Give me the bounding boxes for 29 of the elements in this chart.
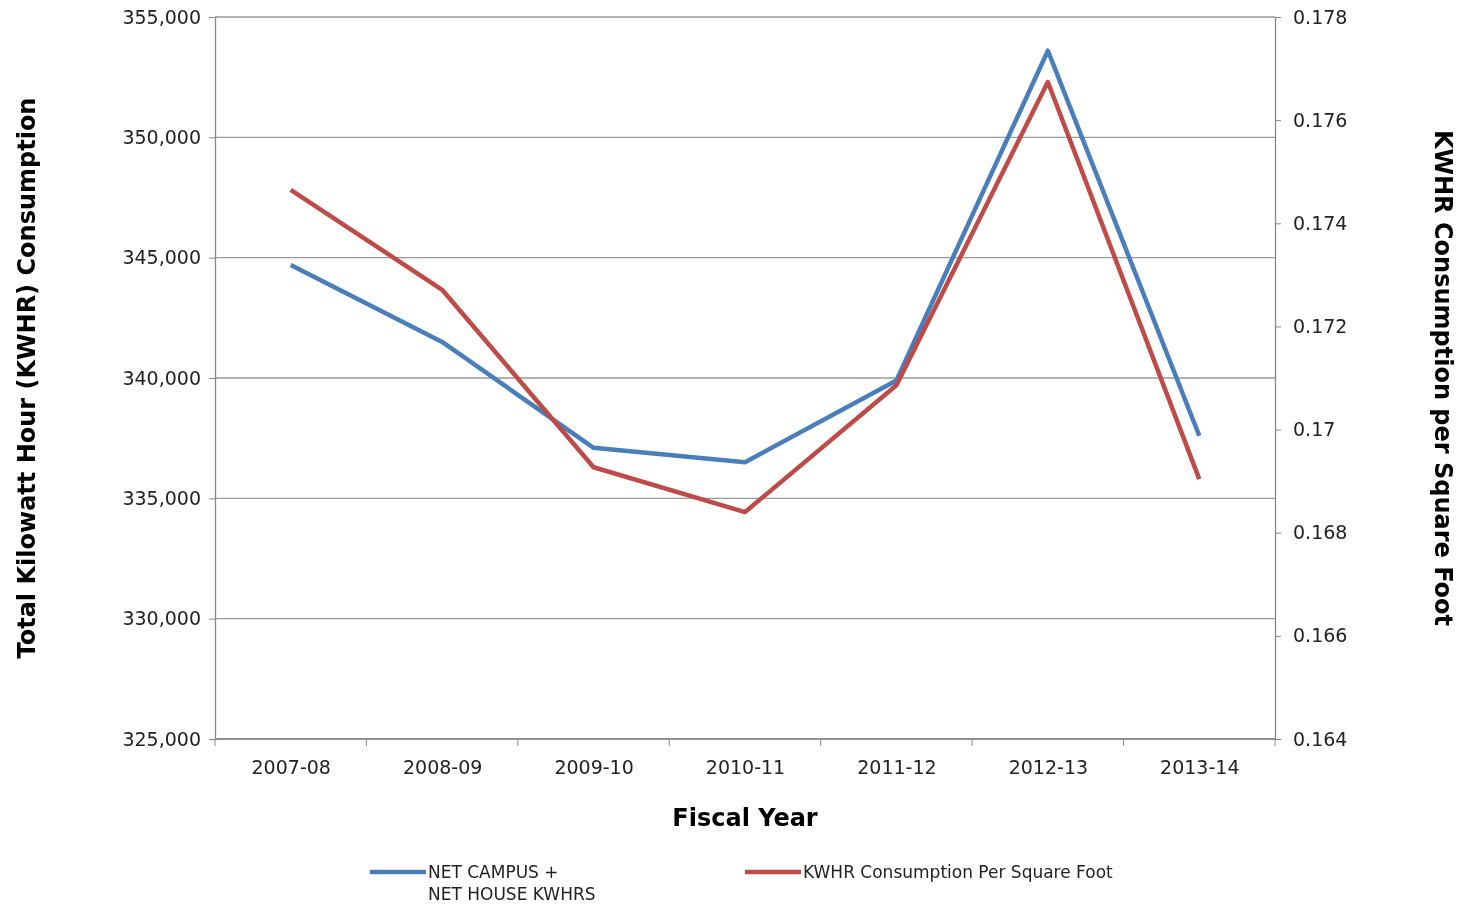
y-tick-label: 325,000 [122,727,201,750]
y2-tick-label: 0.172 [1293,315,1348,338]
x-tick-label: 2010-11 [705,756,786,779]
x-tick-label: 2012-13 [1008,756,1089,779]
legend-label: KWHR Consumption Per Square Foot [803,862,1114,882]
y2-axis-title: KWHR Consumption per Square Foot [1429,129,1457,627]
y-tick-label: 350,000 [122,125,201,148]
y-tick-label: 355,000 [122,5,201,28]
x-tick-label: 2008-09 [402,756,483,779]
legend-label: NET CAMPUS + NET HOUSE KWHRS [428,862,596,904]
x-axis-title: Fiscal Year [672,804,818,832]
y2-tick-label: 0.174 [1293,211,1348,234]
x-tick-label: 2007-08 [251,756,331,779]
y2-tick-label: 0.166 [1293,624,1348,647]
y2-tick-label: 0.168 [1293,521,1348,544]
y-axis-title: Total Kilowatt Hour (KWHR) Consumption [13,97,41,659]
x-tick-label: 2013-14 [1160,756,1240,779]
y-tick-label: 345,000 [122,246,201,269]
y2-tick-label: 0.178 [1293,5,1348,28]
x-tick-label: 2009-10 [554,756,634,779]
x-tick-label: 2011-12 [857,756,937,779]
line-series [288,48,1202,465]
y2-tick-label: 0.176 [1293,108,1348,131]
y2-tick-label: 0.17 [1293,418,1336,441]
y2-tick-label: 0.164 [1293,727,1348,750]
line-series [288,79,1202,515]
y-tick-label: 330,000 [122,607,201,630]
y-tick-label: 335,000 [122,486,201,509]
y-tick-label: 340,000 [122,366,201,389]
